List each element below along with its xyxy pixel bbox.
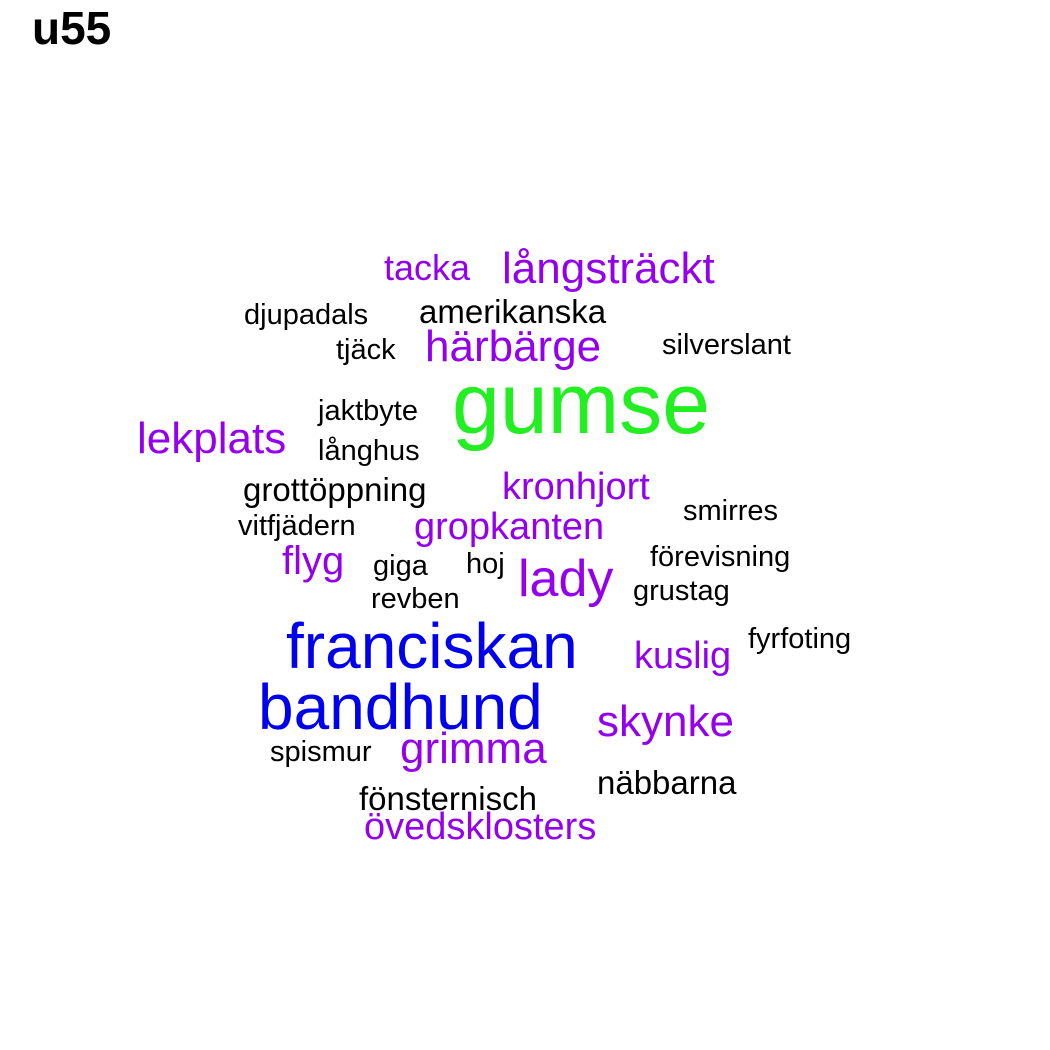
word-grimma: grimma xyxy=(400,724,547,773)
word-langhus: långhus xyxy=(318,435,420,467)
word-fyrfoting: fyrfoting xyxy=(748,623,852,655)
word-revben: revben xyxy=(371,583,460,615)
word-amerikanska: amerikanska xyxy=(419,293,607,330)
word-hoj: hoj xyxy=(466,548,505,580)
word-lekplats: lekplats xyxy=(137,414,287,463)
word-bandhund: bandhund xyxy=(258,671,543,743)
word-grottoppning: grottöppning xyxy=(243,471,427,508)
word-gumse: gumse xyxy=(452,356,711,452)
word-kronhjort: kronhjort xyxy=(502,466,650,508)
word-grustag: grustag xyxy=(633,575,730,607)
word-vitfjadern: vitfjädern xyxy=(238,510,356,542)
word-nabbarna: näbbarna xyxy=(597,764,737,801)
word-skynke: skynke xyxy=(597,697,734,746)
word-tacka: tacka xyxy=(384,247,471,288)
word-jaktbyte: jaktbyte xyxy=(318,395,418,427)
word-franciskan: franciskan xyxy=(286,610,578,682)
word-harbarge: härbärge xyxy=(425,322,602,371)
word-gropkanten: gropkanten xyxy=(414,506,605,548)
word-spismur: spismur xyxy=(270,736,372,768)
word-ovedsklosters: övedsklosters xyxy=(364,806,597,848)
word-flyg: flyg xyxy=(282,539,345,583)
word-kuslig: kuslig xyxy=(634,635,732,677)
word-fonsternisch: fönsternisch xyxy=(359,780,537,817)
page-title: u55 xyxy=(32,2,112,54)
word-forevisning: förevisning xyxy=(650,541,791,573)
word-silverslant: silverslant xyxy=(662,329,791,361)
word-langstrackt: långsträckt xyxy=(502,244,715,293)
word-giga: giga xyxy=(373,550,428,582)
word-lady: lady xyxy=(518,550,614,608)
word-tjack: tjäck xyxy=(336,334,396,366)
word-djupadals: djupadals xyxy=(244,299,369,331)
word-smirres: smirres xyxy=(683,495,779,527)
